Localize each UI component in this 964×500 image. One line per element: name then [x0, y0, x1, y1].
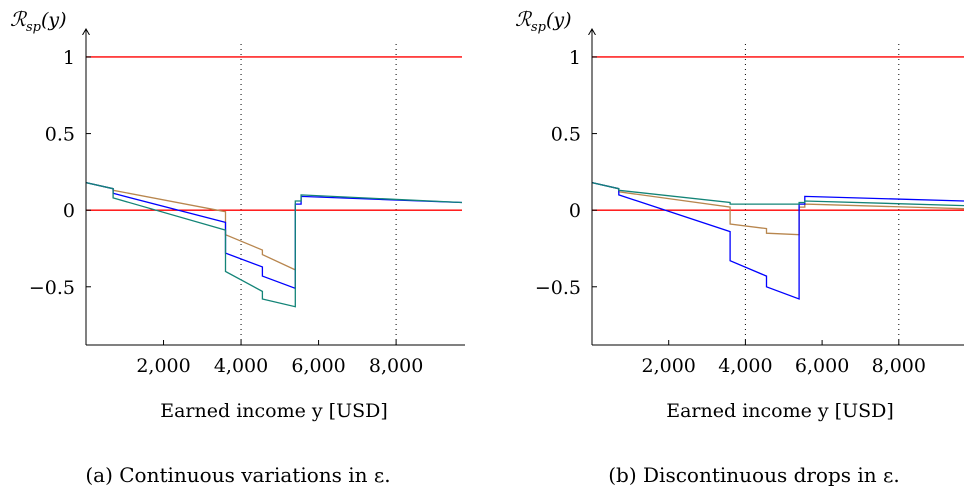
x-tick-label: 4,000: [718, 355, 772, 377]
y-tick-label: −0.5: [29, 277, 75, 299]
caption-b: (b) Discontinuous drops in ε.: [608, 463, 900, 487]
y-tick-label: 1: [569, 47, 581, 69]
y-tick-label: 0.5: [551, 124, 581, 146]
series-line-3: [591, 181, 964, 207]
series-line-3: [85, 181, 463, 308]
x-axis-label: Earned income y [USD]: [666, 400, 894, 422]
y-tick-label: 1: [63, 47, 75, 69]
y-tick-label: 0: [569, 200, 581, 222]
series-line-2: [85, 181, 463, 290]
x-tick-label: 8,000: [369, 355, 423, 377]
chart-panel-b: 1 0.5 0 −0.5 2,000 4,000 6,000 8,000 ℛsp(y) Ear…: [515, 7, 964, 487]
x-tick-label: 6,000: [291, 355, 345, 377]
series-line-1: [85, 181, 296, 271]
series-line-2: [591, 181, 964, 300]
plot-area: 1 0.5 0 −0.5 2,000 4,000 6,000 8,000: [535, 30, 964, 377]
x-tick-label: 4,000: [214, 355, 268, 377]
x-axis-label: Earned income y [USD]: [160, 400, 388, 422]
plot-area: 1 0.5 0 −0.5 2,000 4,000 6,000 8,000: [29, 30, 465, 377]
y-tick-label: 0.5: [45, 124, 75, 146]
x-tick-label: 6,000: [795, 355, 849, 377]
y-tick-label: 0: [63, 200, 75, 222]
y-axis-label: ℛsp(y): [515, 7, 572, 35]
caption-a: (a) Continuous variations in ε.: [85, 463, 390, 487]
chart-panel-a: 1 0.5 0 −0.5 2,000 4,000 6,000 8,000 ℛsp(y) Ear…: [10, 7, 465, 487]
series-line-1: [591, 181, 964, 236]
x-tick-label: 2,000: [136, 355, 190, 377]
y-tick-label: −0.5: [535, 277, 581, 299]
x-tick-label: 2,000: [641, 355, 695, 377]
x-tick-label: 8,000: [872, 355, 926, 377]
y-axis-label: ℛsp(y): [10, 7, 67, 35]
